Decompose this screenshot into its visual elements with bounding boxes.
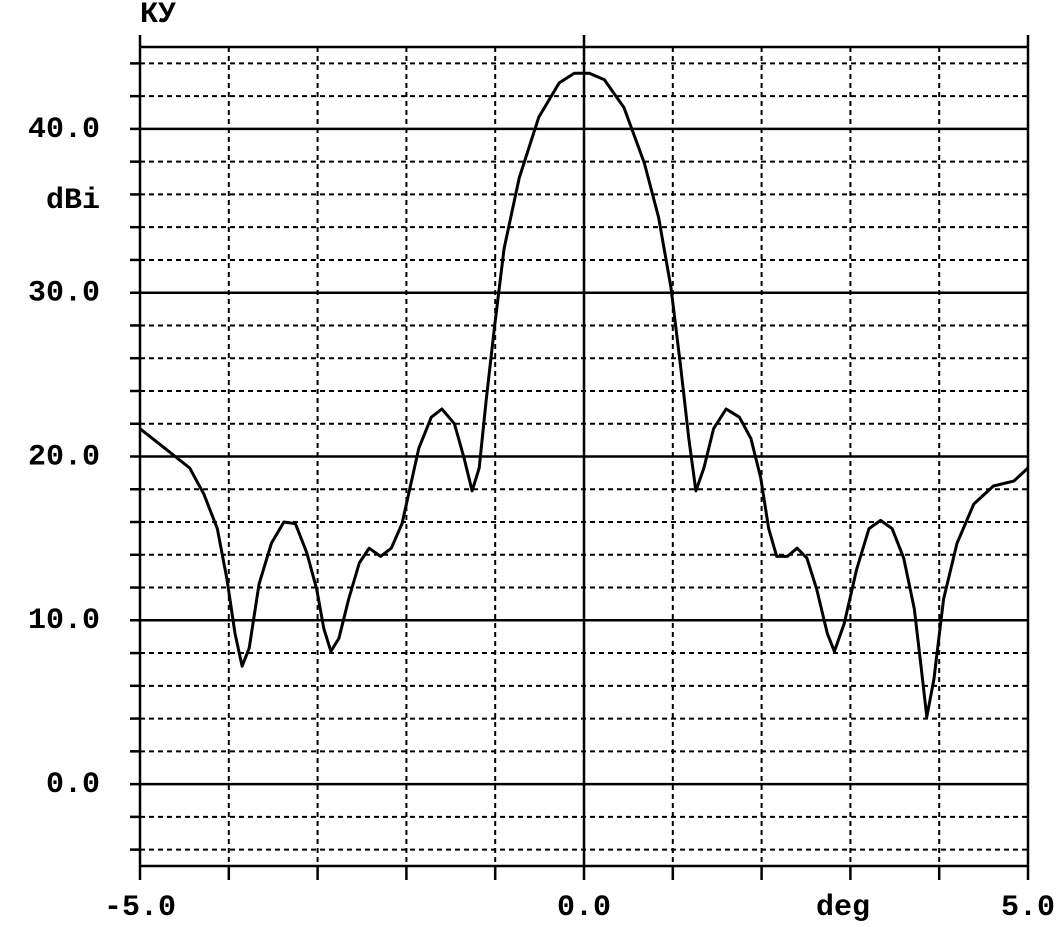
- y-label: КУ: [140, 0, 176, 32]
- y-tick-label: 40.0: [28, 113, 100, 147]
- y-tick-label: 0.0: [46, 768, 100, 802]
- y-tick-label: 20.0: [28, 440, 100, 474]
- y-tick-label: 30.0: [28, 277, 100, 311]
- x-tick-label: 0.0: [557, 891, 611, 925]
- x-tick-label: -5.0: [104, 891, 176, 925]
- data-line: [139, 71, 1030, 719]
- y-unit: dBi: [46, 184, 100, 218]
- y-tick-label: 10.0: [28, 604, 100, 638]
- x-label: deg: [816, 891, 870, 925]
- x-tick-label: 5.0: [1001, 891, 1055, 925]
